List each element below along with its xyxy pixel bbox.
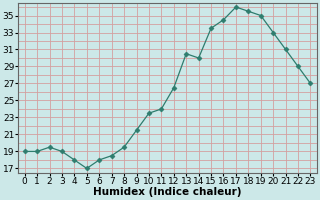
X-axis label: Humidex (Indice chaleur): Humidex (Indice chaleur) [93, 187, 242, 197]
